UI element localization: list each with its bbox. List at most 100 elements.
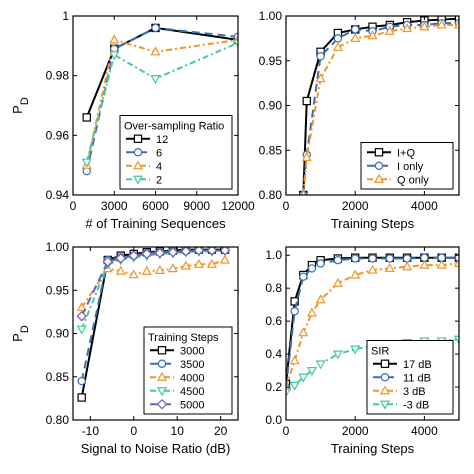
x-axis-label: Training Steps (331, 216, 415, 231)
legend-marker (132, 160, 144, 170)
legend-marker (374, 161, 384, 170)
legend-entry: 4500 (180, 386, 204, 398)
data-point (167, 263, 178, 273)
chart-panel-top-right: 0 2000 4000 0.80 0.85 0.90 0.95 1.00 Training St… (259, 9, 460, 231)
legend-entry: 11 dB (403, 372, 431, 384)
data-point (350, 269, 361, 279)
x-tick-label: 0 (283, 424, 290, 438)
y-tick-label: 0.85 (46, 370, 70, 384)
data-point (286, 388, 292, 398)
x-tick-label: 4000 (411, 199, 438, 213)
series-line-12 (85, 26, 238, 118)
legend-marker (380, 373, 390, 382)
axes-frame (285, 246, 460, 421)
legend-entry: -3 dB (403, 399, 429, 411)
legend-marker (156, 399, 168, 410)
legend-marker (133, 134, 143, 143)
data-point (193, 258, 204, 268)
x-tick-label: 2000 (342, 199, 369, 213)
data-point (315, 360, 326, 370)
data-point (76, 310, 87, 322)
data-point (384, 262, 395, 273)
data-point (384, 25, 395, 35)
legend-title: SIR (371, 345, 389, 357)
series-line-4500 (80, 249, 226, 330)
data-point (77, 393, 86, 402)
series-line-6 (85, 26, 238, 172)
legend-entry: I+Q (397, 147, 415, 159)
y-axis-label: PD (10, 325, 31, 342)
y-tick-label: 0.95 (46, 283, 70, 297)
y-tick-label: 0.96 (46, 128, 70, 142)
data-point (367, 30, 378, 40)
plot-area (81, 23, 238, 176)
chart-panel-top-left: 0 3000 6000 9000 12000 0.94 0.96 0.98 1 # of Trai… (10, 9, 255, 231)
y-tick-label: 0.95 (259, 54, 283, 68)
y-tick-label: 0.80 (259, 188, 283, 202)
data-point (350, 345, 361, 355)
data-point (289, 355, 300, 365)
data-point (402, 254, 412, 263)
legend-entry: 4 (156, 161, 162, 173)
legend-marker (133, 148, 143, 157)
x-tick-label: 3000 (101, 199, 128, 213)
legend-marker (373, 173, 385, 183)
x-tick-label: 0 (130, 424, 137, 438)
data-point (333, 255, 343, 265)
data-point (436, 19, 447, 29)
data-point (150, 75, 161, 85)
data-point (154, 264, 165, 274)
x-tick-label: 12000 (221, 199, 255, 213)
chart-panel-bottom-left: -10 0 10 20 0.80 0.85 0.90 0.95 1.00 Signal to No… (10, 240, 239, 456)
x-tick-label: 20 (214, 424, 228, 438)
legend-entry: 5000 (180, 399, 204, 411)
x-tick-label: 4000 (411, 424, 438, 438)
data-point (219, 247, 231, 256)
data-point (180, 260, 191, 270)
data-point (332, 277, 343, 287)
legend-marker (379, 385, 391, 395)
data-point (193, 247, 205, 256)
data-point (141, 248, 153, 260)
legend-entry: 6 (156, 147, 162, 159)
y-tick-label: 0.90 (259, 99, 283, 113)
x-tick-label: 9000 (183, 199, 210, 213)
data-point (419, 259, 430, 269)
x-axis-label: Signal to Noise Ratio (dB) (81, 441, 231, 456)
y-tick-label: 1.0 (265, 248, 282, 262)
x-tick-label: 6000 (142, 199, 169, 213)
data-point (302, 96, 311, 106)
data-point (290, 297, 299, 306)
data-point (128, 269, 139, 279)
data-point (351, 25, 360, 34)
data-point (180, 247, 192, 257)
data-point (453, 258, 459, 268)
data-point (332, 41, 343, 51)
data-point (81, 158, 92, 168)
data-point (219, 254, 230, 264)
data-point (115, 252, 127, 264)
y-tick-label: 0.6 (265, 314, 282, 328)
y-tick-label: 0.8 (265, 281, 282, 295)
legend-marker (156, 371, 168, 381)
data-point (419, 21, 430, 31)
legend-marker (379, 400, 391, 410)
x-tick-label: 2000 (342, 424, 369, 438)
data-point (299, 272, 308, 281)
chart-panel-bottom-right: 0 2000 4000 0.0 0.2 0.4 0.6 0.8 1.0 Training Step… (265, 246, 460, 456)
data-point (301, 151, 312, 162)
y-tick-label: 0.4 (265, 347, 282, 361)
x-tick-label: 0 (70, 199, 77, 213)
legend-entry: 3000 (180, 345, 204, 357)
data-point (307, 264, 317, 273)
data-point (316, 259, 325, 268)
data-point (289, 381, 300, 391)
data-point (82, 113, 91, 122)
y-tick-label: 1.00 (259, 9, 283, 23)
x-axis-label: # of Training Sequences (85, 216, 226, 231)
x-tick-label: -10 (82, 424, 100, 438)
plot-area (299, 16, 459, 195)
legend-marker (156, 387, 168, 397)
